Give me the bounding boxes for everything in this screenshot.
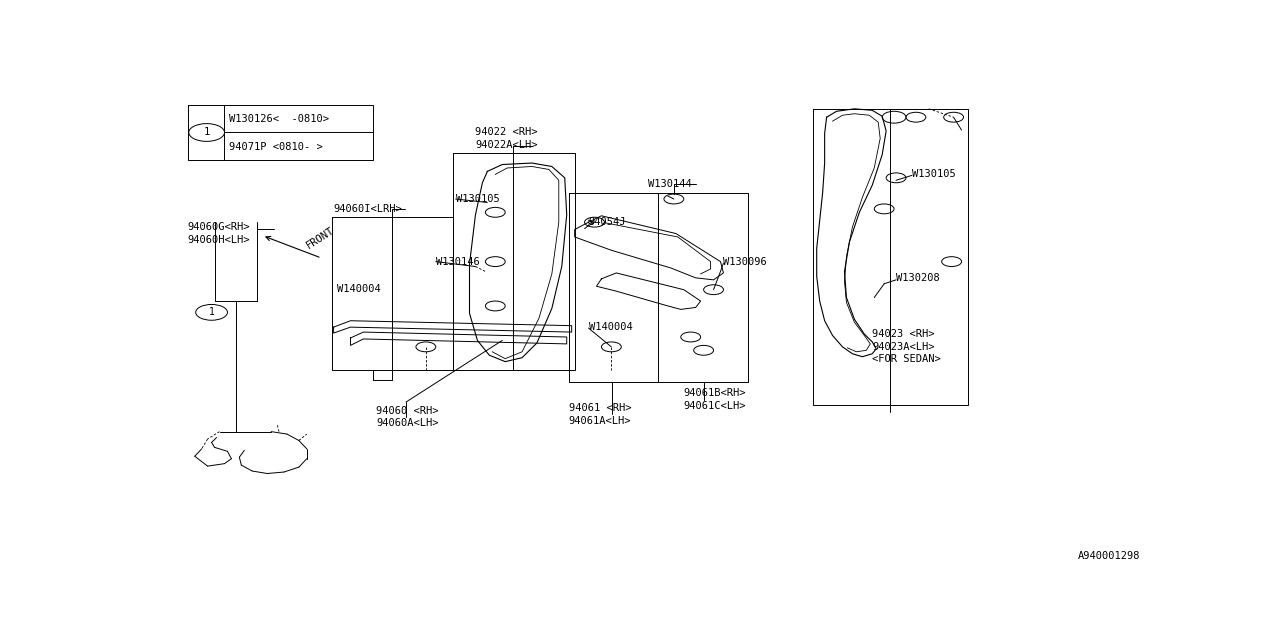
Text: 94060 <RH>
94060A<LH>: 94060 <RH> 94060A<LH> — [376, 406, 439, 428]
Text: W140004: W140004 — [589, 322, 632, 332]
Text: 94071P <0810- >: 94071P <0810- > — [229, 142, 329, 152]
Text: A940001298: A940001298 — [1078, 551, 1140, 561]
Text: 94022 <RH>
94022A<LH>: 94022 <RH> 94022A<LH> — [475, 127, 538, 150]
Text: W130208: W130208 — [896, 273, 940, 283]
Text: 1: 1 — [204, 127, 210, 138]
Text: W130096: W130096 — [723, 257, 767, 267]
Text: 1: 1 — [209, 307, 215, 317]
Text: 94060I<LRH>: 94060I<LRH> — [334, 204, 402, 214]
Text: 94060G<RH>
94060H<LH>: 94060G<RH> 94060H<LH> — [188, 222, 251, 244]
Text: W130144: W130144 — [648, 179, 691, 189]
Text: 94061B<RH>
94061C<LH>: 94061B<RH> 94061C<LH> — [684, 388, 746, 411]
Text: 94061 <RH>
94061A<LH>: 94061 <RH> 94061A<LH> — [568, 403, 631, 426]
Text: W130105: W130105 — [456, 194, 499, 204]
Text: 94023 <RH>
94023A<LH>
<FOR SEDAN>: 94023 <RH> 94023A<LH> <FOR SEDAN> — [872, 330, 941, 364]
Text: FRONT: FRONT — [305, 226, 335, 251]
Text: W130146: W130146 — [435, 257, 480, 267]
Text: 94054J: 94054J — [589, 217, 626, 227]
Text: W130105: W130105 — [911, 170, 956, 179]
Text: W130126<  -0810>: W130126< -0810> — [229, 114, 329, 124]
Text: W140004: W140004 — [337, 284, 380, 294]
